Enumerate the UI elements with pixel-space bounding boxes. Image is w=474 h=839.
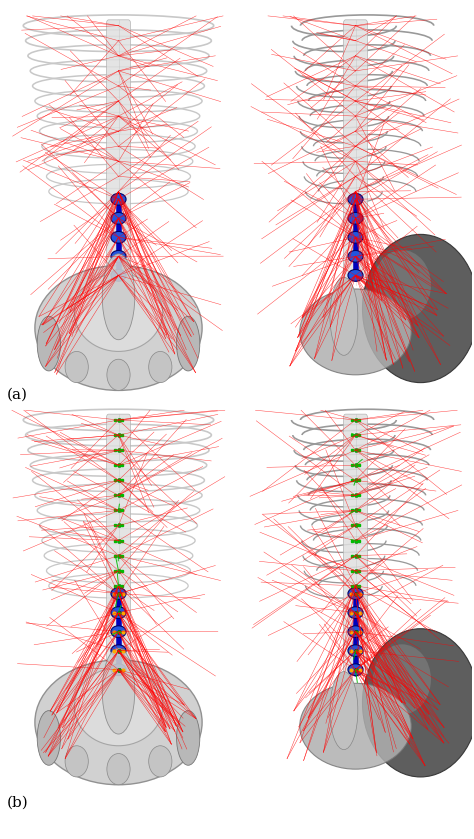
Ellipse shape (111, 212, 126, 224)
Ellipse shape (65, 746, 88, 777)
Ellipse shape (348, 212, 363, 224)
Ellipse shape (373, 250, 431, 320)
Ellipse shape (149, 746, 172, 777)
Ellipse shape (363, 234, 474, 383)
Ellipse shape (348, 664, 363, 675)
Ellipse shape (300, 683, 411, 769)
Ellipse shape (363, 628, 474, 777)
FancyBboxPatch shape (107, 20, 130, 281)
Ellipse shape (107, 359, 130, 390)
Ellipse shape (111, 588, 126, 599)
Ellipse shape (74, 274, 163, 352)
Ellipse shape (111, 664, 126, 675)
FancyBboxPatch shape (344, 20, 367, 281)
Ellipse shape (37, 316, 60, 371)
Ellipse shape (176, 711, 200, 765)
Ellipse shape (348, 645, 363, 656)
Ellipse shape (111, 626, 126, 638)
Ellipse shape (111, 194, 126, 205)
Ellipse shape (348, 232, 363, 243)
FancyBboxPatch shape (344, 414, 367, 675)
Ellipse shape (111, 607, 126, 618)
Ellipse shape (176, 316, 200, 371)
Ellipse shape (35, 660, 202, 784)
Ellipse shape (65, 352, 88, 383)
Ellipse shape (107, 753, 130, 784)
Ellipse shape (348, 269, 363, 281)
Ellipse shape (348, 588, 363, 599)
Ellipse shape (373, 644, 431, 715)
Ellipse shape (348, 626, 363, 638)
Ellipse shape (348, 251, 363, 262)
Ellipse shape (149, 352, 172, 383)
Text: (b): (b) (7, 795, 29, 810)
Ellipse shape (111, 269, 126, 281)
Ellipse shape (111, 251, 126, 262)
Text: (a): (a) (7, 388, 28, 402)
Ellipse shape (74, 668, 163, 746)
Ellipse shape (35, 266, 202, 390)
Ellipse shape (37, 711, 60, 765)
Ellipse shape (111, 232, 126, 243)
Ellipse shape (348, 607, 363, 618)
Ellipse shape (348, 194, 363, 205)
Ellipse shape (330, 277, 358, 356)
FancyBboxPatch shape (107, 414, 130, 675)
Ellipse shape (102, 649, 135, 734)
Ellipse shape (102, 254, 135, 340)
Ellipse shape (111, 645, 126, 656)
Ellipse shape (300, 289, 411, 375)
Ellipse shape (330, 671, 358, 750)
